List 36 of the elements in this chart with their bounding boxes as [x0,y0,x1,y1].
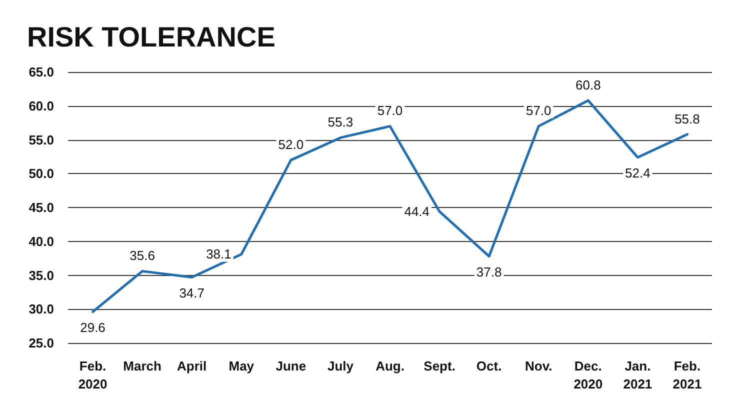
x-tick-label: Sept. [424,358,456,374]
x-tick-label: June [276,358,306,374]
data-label: 37.8 [476,264,502,280]
x-tick-label: Nov. [525,358,552,374]
y-tick-label: 45.0 [28,200,54,215]
data-label: 57.0 [377,103,403,118]
x-tick-label: Aug. [376,358,404,374]
x-tick-label: Feb. 2021 [672,358,702,392]
y-tick-label: 55.0 [28,132,54,148]
x-tick-label: May [228,358,255,374]
y-tick-label: 65.0 [28,64,54,80]
x-tick-label: Dec. 2020 [574,358,603,392]
data-label: 38.1 [206,246,232,262]
x-tick-label: Oct. [476,358,502,374]
x-tick-label: March [123,358,162,374]
x-tick-label: July [327,358,354,374]
y-tick-label: 25.0 [28,336,54,350]
y-tick-label: 30.0 [28,302,54,317]
chart-title: RISK TOLERANCE [27,22,276,52]
x-tick-label: April [177,358,207,374]
data-label: 55.8 [674,111,700,126]
data-label: 35.6 [130,248,155,264]
y-tick-label: 50.0 [28,166,54,182]
x-tick-label: Jan. 2021 [623,358,652,392]
data-label: 60.8 [576,77,601,92]
data-label: 55.3 [328,114,354,130]
data-label: 34.7 [179,285,204,300]
y-tick-label: 40.0 [28,234,54,249]
y-tick-label: 35.0 [28,268,54,283]
data-label: 29.6 [80,320,106,335]
data-label: 57.0 [526,103,552,118]
data-label: 52.0 [278,137,304,152]
x-tick-label: Feb. 2020 [78,358,108,392]
data-label: 44.4 [404,204,430,220]
y-tick-label: 60.0 [28,98,54,114]
data-label: 52.4 [625,165,650,180]
